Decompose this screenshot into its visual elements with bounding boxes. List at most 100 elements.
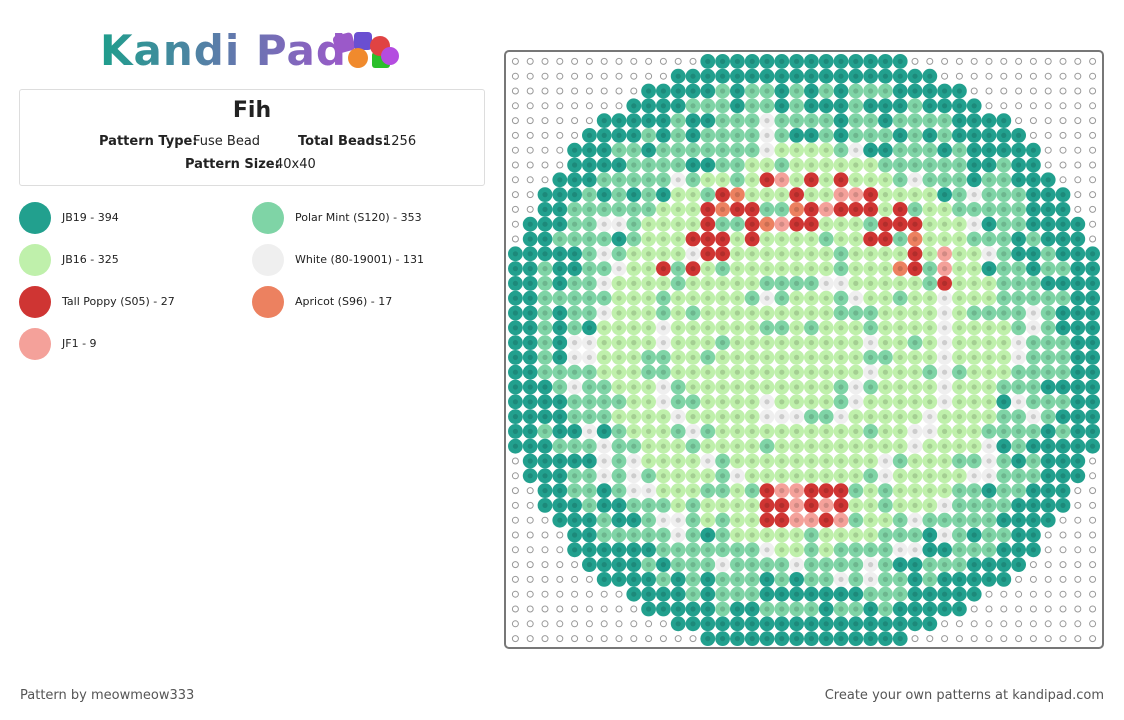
bead <box>863 83 878 99</box>
bead-hole <box>586 473 593 479</box>
bead <box>626 409 642 424</box>
peg <box>1059 87 1067 95</box>
bead-hole <box>808 162 815 168</box>
bead <box>907 231 923 247</box>
bead <box>952 557 967 572</box>
peg <box>556 87 564 95</box>
bead-hole <box>912 576 918 583</box>
bead-hole <box>705 147 711 153</box>
bead-hole <box>601 458 607 464</box>
bead <box>1055 438 1071 454</box>
bead-hole <box>527 266 533 272</box>
bead <box>715 438 730 454</box>
bead-hole <box>542 236 548 242</box>
bead-hole <box>912 414 918 420</box>
bead-hole <box>601 251 607 257</box>
bead-hole <box>779 340 785 346</box>
bead <box>774 98 790 114</box>
bead <box>730 542 745 558</box>
bead-hole <box>853 502 859 508</box>
bead-hole <box>512 266 519 272</box>
bead-hole <box>1045 399 1051 405</box>
bead-hole <box>734 58 741 64</box>
bead <box>892 231 908 247</box>
bead-hole <box>690 517 696 523</box>
credit[interactable]: Create your own patterns at kandipad.com <box>824 688 1104 703</box>
bead-hole <box>690 251 696 257</box>
bead <box>804 127 819 143</box>
bead-hole <box>794 502 800 508</box>
bead <box>730 276 745 291</box>
bead <box>952 335 967 350</box>
bead-hole <box>660 206 667 212</box>
bead <box>744 83 760 99</box>
bead <box>863 616 878 632</box>
bead <box>685 246 701 262</box>
bead-hole <box>1075 354 1081 360</box>
bead-hole <box>557 221 563 227</box>
bead <box>789 305 804 321</box>
bead-hole <box>838 502 844 508</box>
bead-hole <box>868 636 874 642</box>
bead <box>981 231 997 247</box>
bead <box>508 424 523 439</box>
bead <box>1070 394 1086 410</box>
bead <box>878 231 893 247</box>
logo[interactable]: Kandi Pad <box>100 26 347 75</box>
bead-hole <box>823 251 829 257</box>
bead <box>804 453 819 469</box>
bead <box>626 261 642 276</box>
bead <box>863 424 878 439</box>
bead-hole <box>646 547 652 553</box>
bead-hole <box>749 414 755 420</box>
bead-hole <box>1060 354 1066 360</box>
bead <box>848 231 864 247</box>
bead <box>1011 231 1026 247</box>
bead <box>744 113 760 128</box>
bead <box>789 216 804 232</box>
peg <box>941 57 949 65</box>
bead-hole <box>853 488 859 494</box>
bead <box>952 468 967 484</box>
bead-hole <box>572 340 578 346</box>
peg <box>985 57 993 65</box>
bead-hole <box>616 458 622 464</box>
bead <box>596 542 612 558</box>
bead-hole <box>838 103 844 109</box>
bead <box>552 276 568 291</box>
bead-hole <box>601 384 607 390</box>
bead <box>907 483 923 498</box>
bead-hole <box>823 606 829 612</box>
bead-hole <box>956 428 963 434</box>
bead-hole <box>794 266 800 272</box>
bead <box>804 98 819 114</box>
bead-hole <box>853 458 859 464</box>
bead-hole <box>882 295 889 301</box>
bead <box>922 616 938 632</box>
peg <box>541 161 549 169</box>
bead-hole <box>705 473 711 479</box>
peg <box>556 131 564 139</box>
bead-hole <box>1060 280 1066 286</box>
bead <box>892 305 908 321</box>
bead <box>818 468 834 484</box>
bead <box>670 483 686 498</box>
bead-hole <box>601 340 607 346</box>
bead-hole <box>838 147 844 153</box>
color-label: Tall Poppy (S05) - 27 <box>62 295 175 308</box>
bead <box>774 512 790 528</box>
bead <box>789 276 804 291</box>
bead-hole <box>838 399 844 405</box>
bead <box>567 305 582 321</box>
bead <box>848 290 864 306</box>
peg <box>615 605 623 613</box>
bead <box>996 527 1012 543</box>
peg <box>1089 72 1097 80</box>
bead <box>966 157 982 173</box>
bead-hole <box>572 221 578 227</box>
bead-hole <box>675 177 681 183</box>
bead-hole <box>912 103 918 109</box>
peg <box>526 635 534 643</box>
bead <box>537 394 553 410</box>
bead-hole <box>823 221 829 227</box>
